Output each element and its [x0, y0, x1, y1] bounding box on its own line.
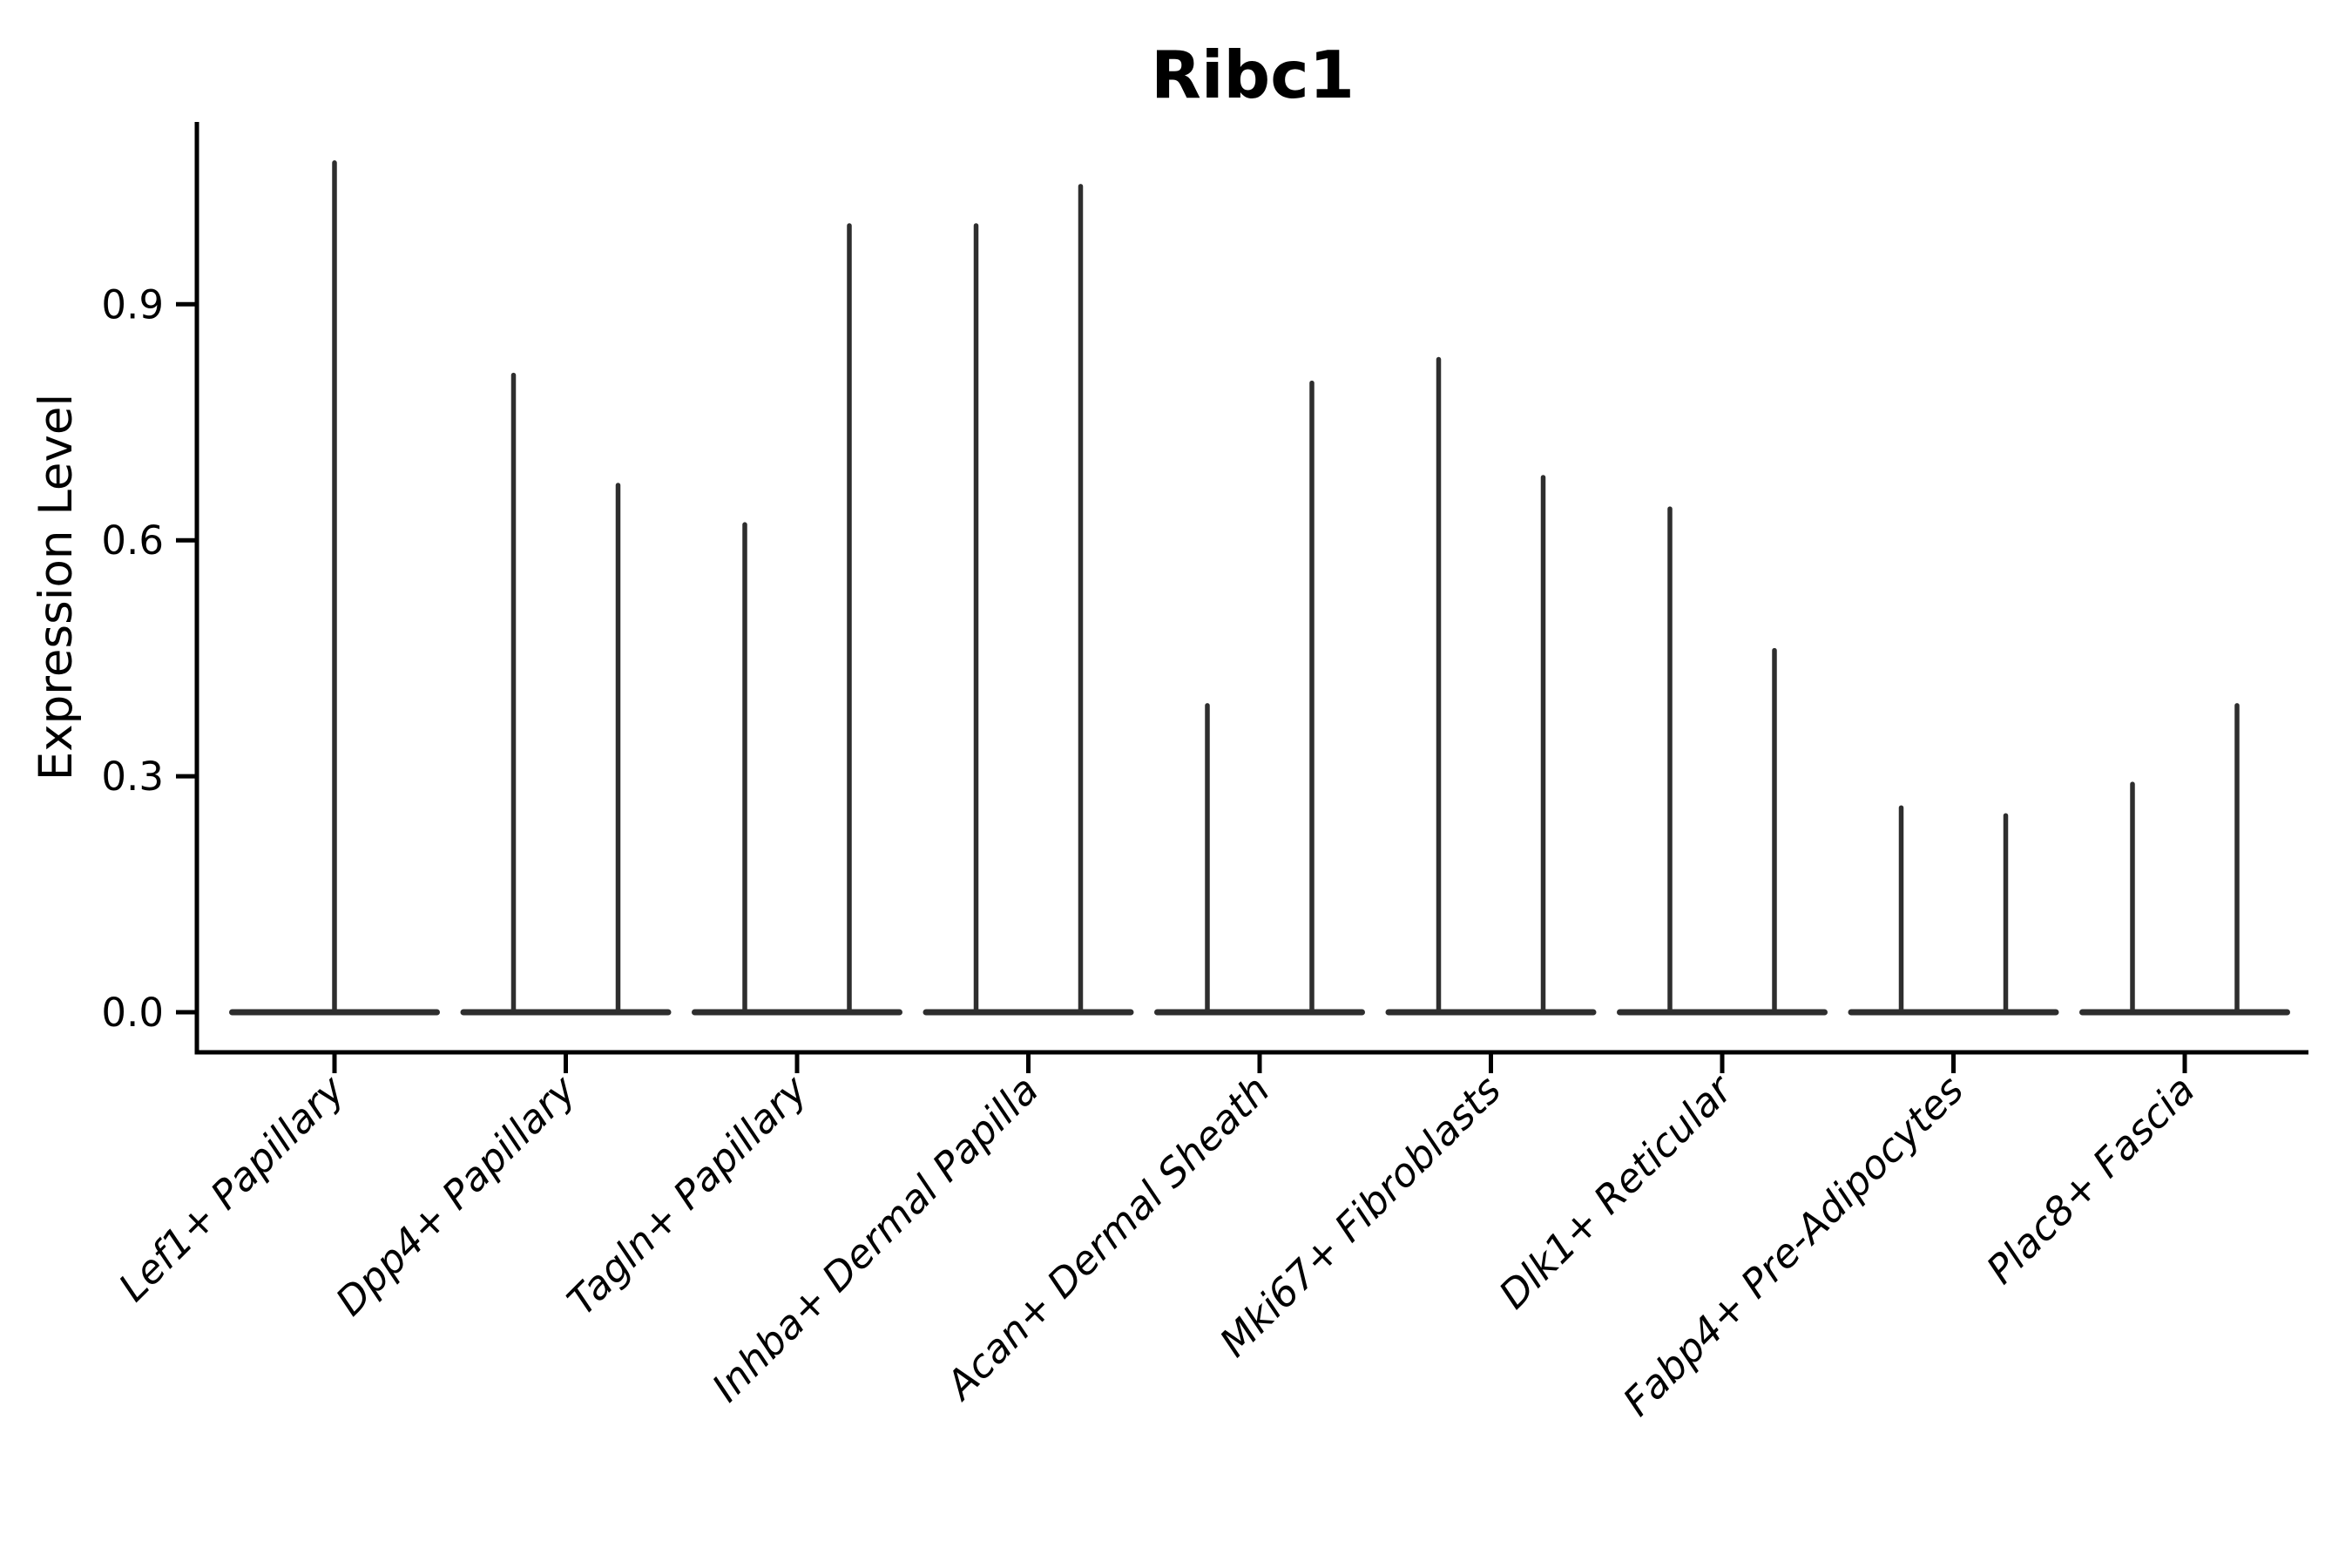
- violin-base: [1848, 1009, 2059, 1016]
- violin-7: [1617, 506, 1828, 1016]
- x-tick-label: Dlk1+ Reticular: [1490, 1065, 1742, 1318]
- violin-4: [923, 184, 1134, 1016]
- violin-5: [1154, 380, 1365, 1016]
- violin-base: [1154, 1009, 1365, 1016]
- violin-2: [460, 372, 672, 1016]
- y-tick-label: 0.9: [101, 281, 164, 328]
- x-tick-label: Tagln+ Papillary: [558, 1065, 817, 1324]
- violin-base: [2079, 1009, 2290, 1016]
- violin-6: [1385, 356, 1597, 1016]
- violin-3: [692, 223, 902, 1016]
- y-tick-label: 0.0: [101, 990, 164, 1036]
- x-tick-label: Plac8+ Fascia: [1977, 1066, 2204, 1293]
- violin-8: [1848, 805, 2059, 1016]
- violin-base: [460, 1009, 672, 1016]
- x-tick-label: Lef1+ Papillary: [110, 1065, 355, 1310]
- chart-title: Ribc1: [1151, 37, 1355, 113]
- violin-base: [1385, 1009, 1597, 1016]
- axes-spines: [194, 122, 2308, 1055]
- violins: [229, 160, 2290, 1016]
- violin-1: [229, 160, 440, 1016]
- x-tick-label: Dpp4+ Papillary: [327, 1065, 585, 1324]
- violin-base: [1617, 1009, 1828, 1016]
- y-axis-ticks: 0.0 0.3 0.6 0.9: [101, 281, 197, 1036]
- y-tick-label: 0.3: [101, 754, 164, 800]
- violin-base: [692, 1009, 902, 1016]
- y-tick-label: 0.6: [101, 517, 164, 564]
- violin-base: [923, 1009, 1134, 1016]
- violin-9: [2079, 703, 2290, 1016]
- y-axis-label: Expression Level: [30, 394, 83, 781]
